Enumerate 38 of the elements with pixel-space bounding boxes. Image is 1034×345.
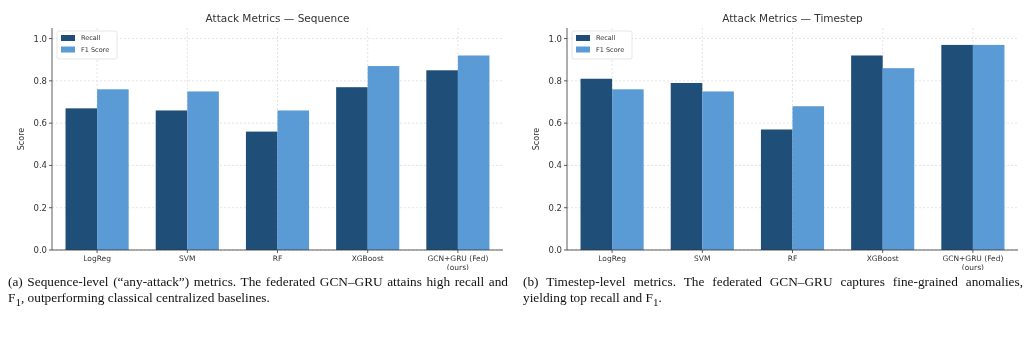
y-tick-label: 1.0 [33, 33, 47, 44]
y-tick-label: 0.2 [548, 202, 562, 213]
y-tick-label: 0.8 [33, 75, 47, 86]
bar [760, 129, 793, 250]
bar [65, 108, 98, 250]
text: (b) Timestep-level metrics. The federated GCN–GRU captures fine-grained anomalies, yielding top recall and F$_{1}$. [523, 274, 1023, 310]
bar [882, 68, 915, 250]
y-tick-label: 1.0 [548, 33, 562, 44]
y-tick-label: 0.4 [33, 160, 47, 171]
bar [972, 44, 1005, 250]
chart-title: Attack Metrics — Sequence [205, 12, 350, 24]
y-tick-label: 0.6 [33, 118, 47, 129]
y-axis-title: Score [17, 127, 26, 151]
bar [457, 55, 490, 250]
chart-title: Attack Metrics — Timestep [722, 12, 864, 24]
y-tick-label: 0.2 [33, 202, 47, 213]
y-tick-label: 0.8 [548, 75, 562, 86]
bar [612, 89, 644, 250]
text: (a) Sequence-level (“any-attack”) metrics. The federated GCN–GRU attains high recall and F$_{1}$, outperforming classical centralized baselines. [8, 274, 508, 310]
y-axis-title: Score [532, 127, 541, 151]
bar [580, 78, 613, 250]
bar [851, 55, 883, 250]
y-tick-label: 0.4 [548, 160, 562, 171]
bar [367, 66, 400, 250]
bar [277, 110, 310, 250]
y-tick-label: 0.6 [548, 118, 562, 129]
y-tick-label: 0.0 [548, 244, 562, 255]
y-tick-label: 0.0 [33, 244, 47, 255]
bar [155, 110, 188, 250]
bar [941, 44, 973, 250]
bar [426, 70, 458, 250]
bar [670, 82, 703, 250]
bar [245, 131, 278, 250]
bar [97, 89, 129, 250]
bar [702, 91, 734, 250]
bar [336, 87, 368, 250]
bar [187, 91, 219, 250]
bar [792, 106, 825, 250]
